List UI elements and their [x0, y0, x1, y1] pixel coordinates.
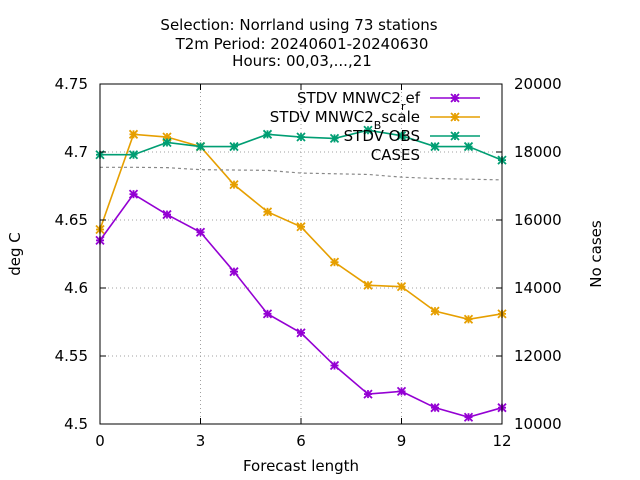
series-line — [100, 166, 503, 181]
y-axis-label: deg C — [6, 232, 24, 276]
series-cases — [100, 166, 503, 181]
y-tick-label: 4.6 — [64, 279, 88, 297]
legend-item: STDV MNWC2Bscale — [270, 108, 480, 132]
plot-area — [95, 125, 507, 422]
legend-label-main: STDV MNWC2 — [297, 89, 401, 107]
y2-tick-label: 18000 — [514, 143, 562, 161]
x-tick-label: 9 — [397, 432, 407, 450]
chart-title: Selection: Norrland using 73 stations T2… — [160, 16, 437, 70]
title-line-1: Selection: Norrland using 73 stations — [160, 16, 437, 34]
legend-label: STDV MNWC2ref — [297, 89, 421, 113]
x-tick-label: 12 — [492, 432, 511, 450]
legend-label-sub: B — [374, 119, 382, 132]
series-stdv-mnwc2-ref — [95, 189, 507, 422]
legend-label-main: CASES — [371, 146, 420, 164]
legend-label: STDV MNWC2Bscale — [270, 108, 420, 132]
x-tick-label: 3 — [196, 432, 206, 450]
legend-label-tail: scale — [381, 108, 420, 126]
title-line-3: Hours: 00,03,...,21 — [232, 52, 372, 70]
x-axis-label: Forecast length — [243, 457, 359, 475]
y-tick-label: 4.55 — [55, 347, 88, 365]
legend-item: STDV MNWC2ref — [297, 89, 480, 113]
y2-axis-label: No cases — [587, 220, 605, 288]
y2-tick-label: 16000 — [514, 211, 562, 229]
legend-label-tail: ef — [405, 89, 420, 107]
y2-tick-label: 20000 — [514, 75, 562, 93]
y-tick-label: 4.7 — [64, 143, 88, 161]
y-tick-label: 4.75 — [55, 75, 88, 93]
y2-tick-label: 14000 — [514, 279, 562, 297]
series-stdv-mnwc2-bscale — [95, 129, 507, 324]
axes: 0 3 6 9 12 4.5 4.55 4.6 4.65 4.7 4.75 10000 12000 140… — [55, 75, 562, 450]
legend-label-sub: r — [401, 100, 406, 113]
y2-tick-label: 12000 — [514, 347, 562, 365]
title-line-2: T2m Period: 20240601-20240630 — [175, 35, 429, 53]
y-tick-label: 4.65 — [55, 211, 88, 229]
legend-item: STDV OBS — [344, 127, 480, 145]
y2-tick-label: 10000 — [514, 415, 562, 433]
x-tick-label: 6 — [296, 432, 306, 450]
series-stdv-obs — [95, 125, 507, 165]
y-tick-label: 4.5 — [64, 415, 88, 433]
legend-label-main: STDV MNWC2 — [270, 108, 374, 126]
legend-label: CASES — [371, 146, 420, 164]
legend-label-main: STDV OBS — [344, 127, 420, 145]
legend-label: STDV OBS — [344, 127, 420, 145]
x-tick-label: 0 — [95, 432, 105, 450]
legend-item: CASES — [371, 146, 420, 164]
